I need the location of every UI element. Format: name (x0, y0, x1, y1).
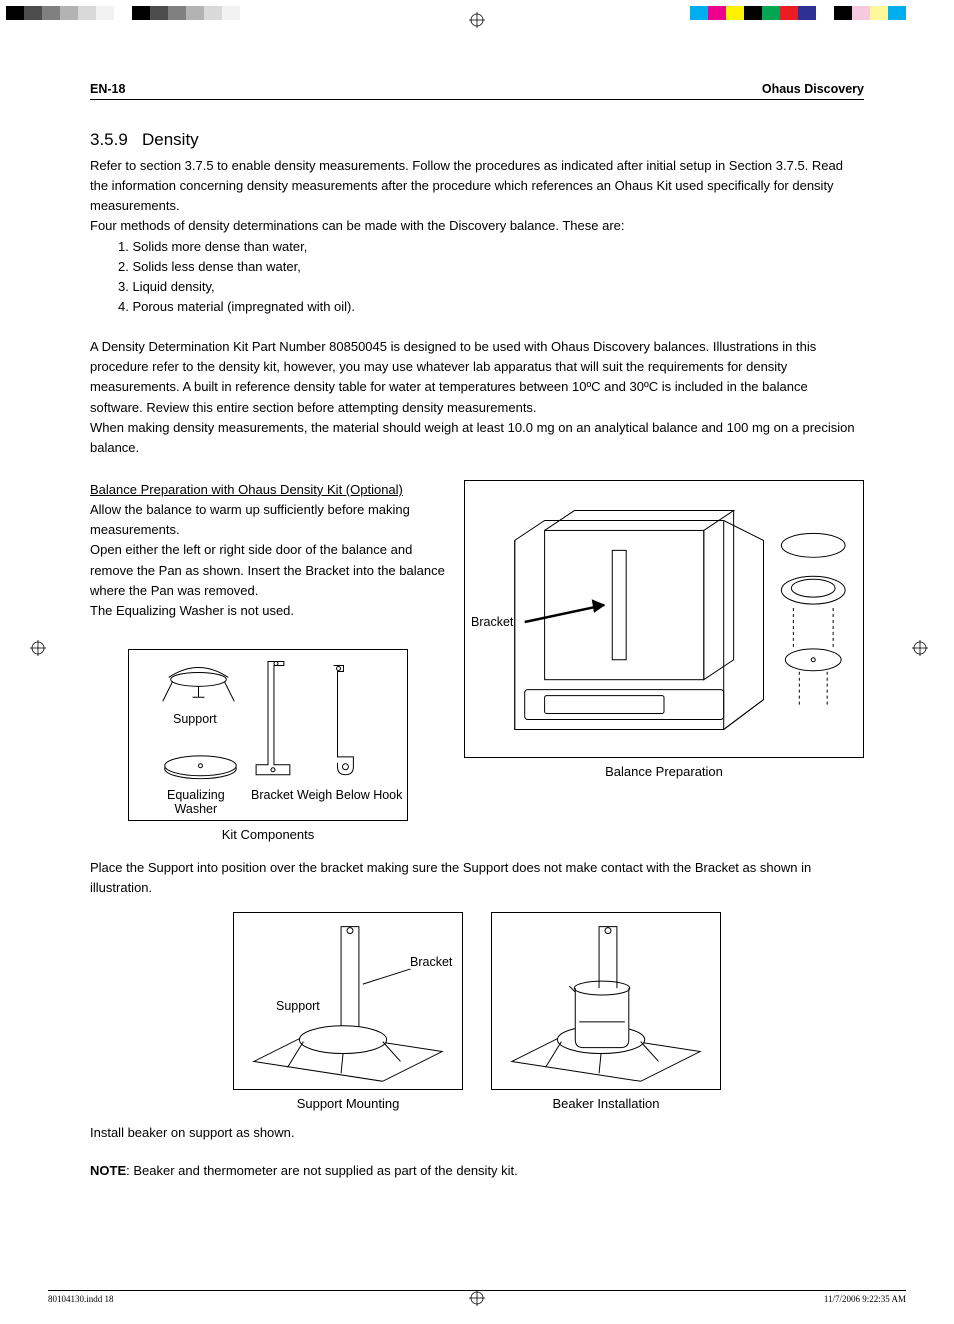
swatch (168, 6, 186, 20)
beaker-install-figure (491, 912, 721, 1090)
prep-p1: Allow the balance to warm up sufficientl… (90, 500, 446, 540)
weigh-note: When making density measurements, the ma… (90, 418, 864, 458)
footer-right: 11/7/2006 9:22:35 AM (824, 1294, 906, 1304)
registration-mark-left (30, 640, 46, 656)
page-code: EN-18 (90, 82, 125, 96)
label-support-b: Support (276, 999, 320, 1013)
support-mounting-figure: Support Bracket (233, 912, 463, 1090)
swatch (744, 6, 762, 20)
swatch (96, 6, 114, 20)
label-weigh-hook: Weigh Below Hook (297, 788, 402, 802)
swatch (726, 6, 744, 20)
section-title: 3.5.9 Density (90, 130, 864, 150)
list-item: 2. Solids less dense than water, (118, 257, 864, 277)
swatch (6, 6, 24, 20)
registration-mark-top (469, 12, 485, 28)
kit-components-figure: Support Equalizing Washer Bracket Weigh … (128, 649, 408, 821)
swatch (186, 6, 204, 20)
swatch (222, 6, 240, 20)
kit-paragraph: A Density Determination Kit Part Number … (90, 337, 864, 418)
swatch (798, 6, 816, 20)
install-beaker-text: Install beaker on support as shown. (90, 1123, 864, 1143)
label-eq-washer: Equalizing Washer (167, 788, 225, 816)
swatch (42, 6, 60, 20)
doc-title: Ohaus Discovery (762, 82, 864, 96)
list-item: 3. Liquid density, (118, 277, 864, 297)
page-header: EN-18 Ohaus Discovery (90, 82, 864, 100)
swatch (60, 6, 78, 20)
methods-intro: Four methods of density determinations c… (90, 216, 864, 236)
swatch (780, 6, 798, 20)
prep-heading: Balance Preparation with Ohaus Density K… (90, 480, 446, 500)
swatch (150, 6, 168, 20)
label-bracket-b: Bracket (410, 955, 452, 969)
prep-p3: The Equalizing Washer is not used. (90, 601, 446, 621)
swatch (132, 6, 150, 20)
label-bracket: Bracket (251, 788, 293, 802)
footer-left: 80104130.indd 18 (48, 1294, 114, 1304)
beaker-install-caption: Beaker Installation (553, 1096, 660, 1111)
swatch (78, 6, 96, 20)
swatch (204, 6, 222, 20)
balance-prep-caption: Balance Preparation (464, 764, 864, 779)
swatch (24, 6, 42, 20)
prep-p2: Open either the left or right side door … (90, 540, 446, 600)
color-bar-left (6, 6, 258, 20)
intro-text: Refer to section 3.7.5 to enable density… (90, 156, 864, 216)
list-item: 1. Solids more dense than water, (118, 237, 864, 257)
swatch (240, 6, 258, 20)
label-bracket-main: Bracket (471, 615, 513, 629)
registration-mark-right (912, 640, 928, 656)
footer: 80104130.indd 18 11/7/2006 9:22:35 AM (48, 1290, 906, 1304)
swatch (816, 6, 834, 20)
color-bar-right (690, 6, 906, 20)
kit-components-caption: Kit Components (90, 827, 446, 842)
swatch (708, 6, 726, 20)
place-support-text: Place the Support into position over the… (90, 858, 864, 898)
swatch (762, 6, 780, 20)
swatch (834, 6, 852, 20)
page-content: EN-18 Ohaus Discovery 3.5.9 Density Refe… (90, 82, 864, 1182)
swatch (114, 6, 132, 20)
note-line: NOTE: Beaker and thermometer are not sup… (90, 1161, 864, 1181)
list-item: 4. Porous material (impregnated with oil… (118, 297, 864, 317)
swatch (690, 6, 708, 20)
methods-list: 1. Solids more dense than water, 2. Soli… (90, 237, 864, 318)
swatch (852, 6, 870, 20)
label-support: Support (173, 712, 217, 726)
support-mounting-caption: Support Mounting (297, 1096, 400, 1111)
swatch (888, 6, 906, 20)
swatch (870, 6, 888, 20)
balance-prep-figure: Bracket (464, 480, 864, 758)
